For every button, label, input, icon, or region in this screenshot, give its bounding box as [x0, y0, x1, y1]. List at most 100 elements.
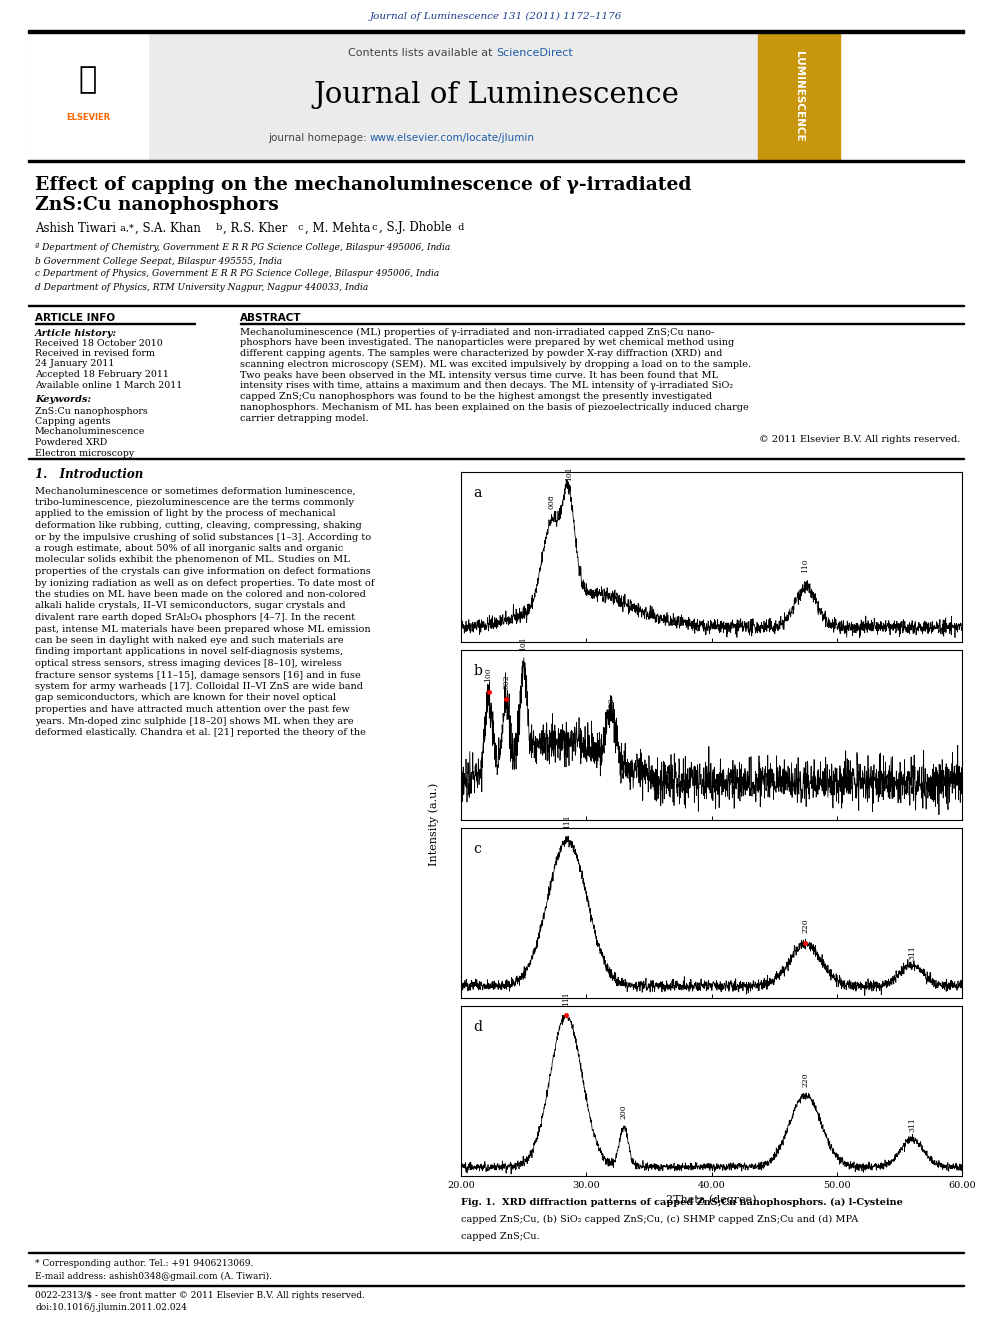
Bar — [28, 32, 758, 160]
Text: 111: 111 — [563, 814, 571, 830]
Text: , R.S. Kher: , R.S. Kher — [223, 221, 288, 234]
Text: 200: 200 — [607, 697, 615, 712]
Text: c: c — [295, 224, 304, 233]
Text: Mechanoluminescence: Mechanoluminescence — [35, 427, 146, 437]
Text: carrier detrapping model.: carrier detrapping model. — [240, 414, 369, 423]
Text: 002: 002 — [502, 675, 510, 689]
Text: E-mail address: ashish0348@gmail.com (A. Tiwari).: E-mail address: ashish0348@gmail.com (A.… — [35, 1271, 272, 1281]
Text: Available online 1 March 2011: Available online 1 March 2011 — [35, 381, 183, 389]
Text: b: b — [213, 224, 222, 233]
Text: b Government College Seepat, Bilaspur 495555, India: b Government College Seepat, Bilaspur 49… — [35, 257, 282, 266]
Text: system for army warheads [17]. Colloidal II–VI ZnS are wide band: system for army warheads [17]. Colloidal… — [35, 681, 363, 691]
Text: 0022-2313/$ - see front matter © 2011 Elsevier B.V. All rights reserved.: 0022-2313/$ - see front matter © 2011 El… — [35, 1290, 365, 1299]
Text: ª Department of Chemistry, Government E R R PG Science College, Bilaspur 495006,: ª Department of Chemistry, Government E … — [35, 243, 450, 253]
Text: ZnS:Cu nanophosphors: ZnS:Cu nanophosphors — [35, 406, 148, 415]
Text: 200: 200 — [620, 1105, 628, 1119]
Text: capped ZnS;Cu nanophosphors was found to be the highest amongst the presently in: capped ZnS;Cu nanophosphors was found to… — [240, 393, 712, 401]
Text: a,*: a,* — [117, 224, 134, 233]
Text: Journal of Luminescence 131 (2011) 1172–1176: Journal of Luminescence 131 (2011) 1172–… — [370, 12, 622, 21]
Text: 🌳: 🌳 — [79, 66, 97, 94]
Text: Electron microscopy: Electron microscopy — [35, 448, 134, 458]
Text: , S.A. Khan: , S.A. Khan — [135, 221, 200, 234]
Text: divalent rare earth doped SrAl₂O₄ phosphors [4–7]. In the recent: divalent rare earth doped SrAl₂O₄ phosph… — [35, 613, 355, 622]
Text: gap semiconductors, which are known for their novel optical: gap semiconductors, which are known for … — [35, 693, 336, 703]
Text: Mechanoluminescence (ML) properties of γ-irradiated and non-irradiated capped Zn: Mechanoluminescence (ML) properties of γ… — [240, 327, 714, 336]
Text: tribo-luminescence, piezoluminescence are the terms commonly: tribo-luminescence, piezoluminescence ar… — [35, 497, 354, 507]
Text: by ionizing radiation as well as on defect properties. To date most of: by ionizing radiation as well as on defe… — [35, 578, 374, 587]
Text: d Department of Physics, RTM University Nagpur, Nagpur 440033, India: d Department of Physics, RTM University … — [35, 283, 368, 291]
Text: 220: 220 — [802, 918, 809, 933]
Text: phosphors have been investigated. The nanoparticles were prepared by wet chemica: phosphors have been investigated. The na… — [240, 339, 734, 348]
Text: , S.J. Dhoble: , S.J. Dhoble — [379, 221, 451, 234]
Text: b: b — [473, 664, 482, 677]
Text: 311: 311 — [908, 946, 916, 960]
Text: 110: 110 — [802, 558, 809, 573]
Text: Capping agents: Capping agents — [35, 417, 110, 426]
Text: 24 January 2011: 24 January 2011 — [35, 360, 114, 369]
Text: Intensity (a.u.): Intensity (a.u.) — [428, 782, 438, 865]
Text: c: c — [473, 841, 481, 856]
Text: capped ZnS;Cu.: capped ZnS;Cu. — [461, 1233, 540, 1241]
Bar — [28, 30, 964, 33]
Text: journal homepage:: journal homepage: — [268, 134, 370, 143]
Text: scanning electron microscopy (SEM). ML was excited impulsively by dropping a loa: scanning electron microscopy (SEM). ML w… — [240, 360, 751, 369]
Text: Ashish Tiwari: Ashish Tiwari — [35, 221, 116, 234]
Text: ELSEVIER: ELSEVIER — [65, 114, 110, 123]
Text: molecular solids exhibit the phenomenon of ML. Studies on ML: molecular solids exhibit the phenomenon … — [35, 556, 350, 565]
Text: Two peaks have been observed in the ML intensity versus time curve. It has been : Two peaks have been observed in the ML i… — [240, 370, 718, 380]
Text: Accepted 18 February 2011: Accepted 18 February 2011 — [35, 370, 169, 378]
Text: properties and have attracted much attention over the past few: properties and have attracted much atten… — [35, 705, 350, 714]
Text: a: a — [473, 486, 482, 500]
Text: 008: 008 — [548, 495, 556, 509]
Bar — [28, 32, 148, 160]
Text: 311: 311 — [908, 1117, 916, 1131]
Text: fracture sensor systems [11–15], damage sensors [16] and in fuse: fracture sensor systems [11–15], damage … — [35, 671, 361, 680]
Text: deformed elastically. Chandra et al. [21] reported the theory of the: deformed elastically. Chandra et al. [21… — [35, 728, 366, 737]
Text: Mechanoluminescence or sometimes deformation luminescence,: Mechanoluminescence or sometimes deforma… — [35, 487, 355, 496]
Text: can be seen in daylight with naked eye and such materials are: can be seen in daylight with naked eye a… — [35, 636, 343, 646]
Text: past, intense ML materials have been prepared whose ML emission: past, intense ML materials have been pre… — [35, 624, 371, 634]
Text: 101: 101 — [520, 636, 528, 651]
Text: optical stress sensors, stress imaging devices [8–10], wireless: optical stress sensors, stress imaging d… — [35, 659, 342, 668]
Text: Received 18 October 2010: Received 18 October 2010 — [35, 339, 163, 348]
Text: LUMINESCENCE: LUMINESCENCE — [794, 50, 804, 142]
X-axis label: 2Theta (degree): 2Theta (degree) — [667, 1195, 757, 1205]
Text: www.elsevier.com/locate/jlumin: www.elsevier.com/locate/jlumin — [370, 134, 535, 143]
Text: d: d — [473, 1020, 482, 1033]
Text: applied to the emission of light by the process of mechanical: applied to the emission of light by the … — [35, 509, 335, 519]
Text: ABSTRACT: ABSTRACT — [240, 314, 302, 323]
Text: 101: 101 — [564, 467, 572, 482]
Text: Article history:: Article history: — [35, 328, 117, 337]
Text: ARTICLE INFO: ARTICLE INFO — [35, 314, 115, 323]
Text: doi:10.1016/j.jlumin.2011.02.024: doi:10.1016/j.jlumin.2011.02.024 — [35, 1303, 186, 1311]
Text: capped ZnS;Cu, (b) SiO₂ capped ZnS;Cu, (c) SHMP capped ZnS;Cu and (d) MPA: capped ZnS;Cu, (b) SiO₂ capped ZnS;Cu, (… — [461, 1216, 858, 1224]
Text: Journal of Luminescence: Journal of Luminescence — [313, 81, 679, 108]
Bar — [28, 160, 964, 161]
Text: Received in revised form: Received in revised form — [35, 349, 155, 359]
Bar — [0, 0, 992, 32]
Text: different capping agents. The samples were characterized by powder X-ray diffrac: different capping agents. The samples we… — [240, 349, 722, 359]
Text: ZnS:Cu nanophosphors: ZnS:Cu nanophosphors — [35, 196, 279, 214]
Text: deformation like rubbing, cutting, cleaving, compressing, shaking: deformation like rubbing, cutting, cleav… — [35, 521, 362, 531]
Text: d: d — [455, 224, 464, 233]
Text: c: c — [369, 224, 378, 233]
Text: © 2011 Elsevier B.V. All rights reserved.: © 2011 Elsevier B.V. All rights reserved… — [759, 435, 960, 445]
Bar — [758, 32, 840, 160]
Text: , M. Mehta: , M. Mehta — [305, 221, 370, 234]
Text: Fig. 1.  XRD diffraction patterns of capped ZnS;Cu nanophosphors. (a) l-Cysteine: Fig. 1. XRD diffraction patterns of capp… — [461, 1199, 903, 1207]
Text: ScienceDirect: ScienceDirect — [496, 48, 572, 58]
Text: properties of the crystals can give information on defect formations: properties of the crystals can give info… — [35, 568, 371, 576]
Text: Powdered XRD: Powdered XRD — [35, 438, 107, 447]
Text: alkali halide crystals, II–VI semiconductors, sugar crystals and: alkali halide crystals, II–VI semiconduc… — [35, 602, 345, 610]
Text: finding important applications in novel self-diagnosis systems,: finding important applications in novel … — [35, 647, 343, 656]
Text: c Department of Physics, Government E R R PG Science College, Bilaspur 495006, I: c Department of Physics, Government E R … — [35, 270, 439, 279]
Text: Keywords:: Keywords: — [35, 396, 91, 405]
Text: or by the impulsive crushing of solid substances [1–3]. According to: or by the impulsive crushing of solid su… — [35, 532, 371, 541]
Text: years. Mn-doped zinc sulphide [18–20] shows ML when they are: years. Mn-doped zinc sulphide [18–20] sh… — [35, 717, 353, 725]
Text: Contents lists available at: Contents lists available at — [348, 48, 496, 58]
Text: intensity rises with time, attains a maximum and then decays. The ML intensity o: intensity rises with time, attains a max… — [240, 381, 733, 390]
Text: 1.   Introduction: 1. Introduction — [35, 467, 143, 480]
Text: Effect of capping on the mechanoluminescence of γ-irradiated: Effect of capping on the mechanoluminesc… — [35, 176, 691, 194]
Text: 100: 100 — [484, 668, 493, 683]
Text: 220: 220 — [802, 1073, 809, 1088]
